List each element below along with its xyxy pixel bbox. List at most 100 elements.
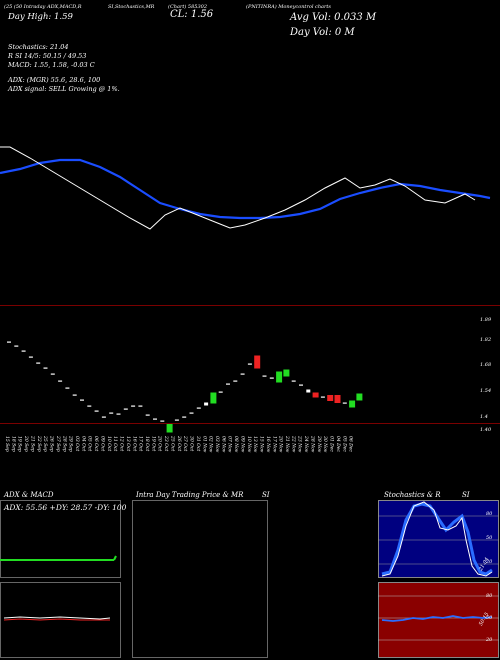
moving-average-line [0, 158, 491, 220]
date-label: 29 Nov [316, 435, 322, 453]
separator-2 [0, 423, 500, 424]
candle [123, 408, 128, 410]
date-label: 19 Sep [17, 436, 23, 452]
macd-readout: MACD: 1.55, 1.58, -0.03 C [8, 61, 95, 69]
date-label: 26 Oct [176, 435, 182, 451]
candle [43, 367, 48, 369]
candle [204, 402, 209, 406]
adx-signal: ADX signal: SELL Growing @ 1%. [8, 85, 120, 93]
intraday-panel [132, 500, 268, 658]
adx-line-tip [113, 555, 117, 561]
candle [36, 362, 41, 364]
stochastics-frame [378, 500, 499, 578]
candle [182, 416, 187, 418]
rsi-tick-50: 50 [486, 615, 493, 621]
day-high: Day High: 1.59 [8, 12, 73, 22]
date-label: 07 Nov [227, 436, 233, 453]
date-label: 28 Sep [61, 435, 67, 452]
date-label: 10 Nov [246, 436, 252, 453]
candle [334, 395, 341, 403]
header-label-1: (25 (50 Intraday ADX,MACD,R [4, 4, 82, 10]
date-label: 11 Oct [112, 436, 118, 451]
date-label: 02 Nov [208, 436, 214, 453]
candle [131, 405, 136, 407]
date-label: 17 Nov [271, 436, 277, 453]
candle [349, 400, 356, 408]
candle [320, 396, 325, 398]
candle [94, 410, 99, 412]
date-label: 27 Oct [182, 435, 188, 451]
header-label-4: (PNITINRA) Moneycontrol charts [246, 4, 331, 10]
stoch-panel-title-suffix: SI [462, 491, 470, 499]
intraday-panel-title: Intra Day Trading Price & MR [136, 491, 244, 499]
date-label: 06 Dec [348, 436, 354, 452]
date-label: 15 Sep [4, 436, 10, 452]
adx-panel-readout: ADX: 55.56 +DY: 28.57 -DY: 100 [4, 503, 127, 512]
date-label: 01 Dec [329, 436, 335, 452]
date-label: 21 Sep [30, 435, 36, 452]
header-label-2: SI,Stochastics,MR [108, 4, 155, 10]
candle [218, 391, 223, 393]
date-label: 23 Nov [297, 435, 303, 453]
date-label: 22 Sep [36, 435, 42, 452]
date-label: 04 Oct [80, 436, 86, 451]
candle [312, 392, 319, 398]
macd-line [3, 616, 111, 620]
rsi-tick-80: 80 [486, 593, 493, 599]
candle [58, 380, 63, 382]
date-label: 01 Nov [201, 436, 207, 453]
date-label: 17 Oct [138, 436, 144, 451]
adx-panel-title: ADX & MACD [4, 491, 54, 499]
header-label-3: (Chart) 585302 [168, 4, 208, 10]
stochastics-k-line [381, 502, 493, 576]
candle [269, 377, 274, 379]
date-label: 25 Oct [170, 435, 176, 451]
date-label: 15 Nov [259, 436, 265, 453]
stoch-panel-title: Stochastics & R [384, 491, 441, 499]
price-label-140b: 1.40 [480, 427, 492, 433]
date-label: 09 Nov [240, 436, 246, 453]
date-label: 21 Nov [284, 435, 290, 453]
date-label: 16 Oct [131, 436, 137, 451]
price-label-168: 1.68 [480, 362, 492, 368]
candle [21, 350, 26, 352]
date-label: 20 Sep [23, 435, 29, 452]
candle [210, 392, 217, 404]
day-volume: Day Vol: 0 M [290, 27, 355, 38]
rsi-line [381, 615, 493, 622]
candle [327, 395, 334, 401]
stoch-tick-20: 20 [486, 559, 493, 565]
candle [306, 389, 311, 393]
date-label: 23 Oct [163, 435, 169, 451]
candle [166, 423, 173, 433]
candle [189, 412, 194, 414]
date-label: 06 Oct [93, 436, 99, 451]
candle [174, 419, 179, 421]
candle [196, 407, 201, 409]
rsi-tick-20: 20 [486, 637, 493, 643]
candle [291, 380, 296, 382]
candle [7, 341, 11, 343]
candle [342, 402, 347, 404]
candle [109, 412, 114, 414]
intraday-panel-title-suffix: SI [262, 491, 270, 499]
date-label: 20 Oct [157, 435, 163, 451]
date-label: 06 Nov [220, 436, 226, 453]
adx-readout: ADX: (MGR) 55.6, 28.6, 100 [8, 76, 101, 84]
date-label: 31 Oct [195, 436, 201, 451]
date-label: 13 Nov [252, 436, 258, 453]
candle [247, 363, 252, 365]
price-label-189: 1.89 [480, 317, 492, 323]
stochastics-d-line [381, 501, 493, 577]
candle [28, 356, 33, 358]
price-label-140: 1.4 [480, 414, 488, 420]
date-label: 30 Nov [322, 436, 328, 453]
candle [80, 399, 84, 401]
date-label: 26 Sep [49, 435, 55, 452]
candle [72, 394, 77, 396]
date-label: 28 Nov [310, 435, 316, 453]
adx-macd-panel [0, 500, 121, 658]
candle [299, 384, 303, 386]
candle [233, 380, 238, 382]
date-label: 03 Nov [214, 436, 220, 453]
